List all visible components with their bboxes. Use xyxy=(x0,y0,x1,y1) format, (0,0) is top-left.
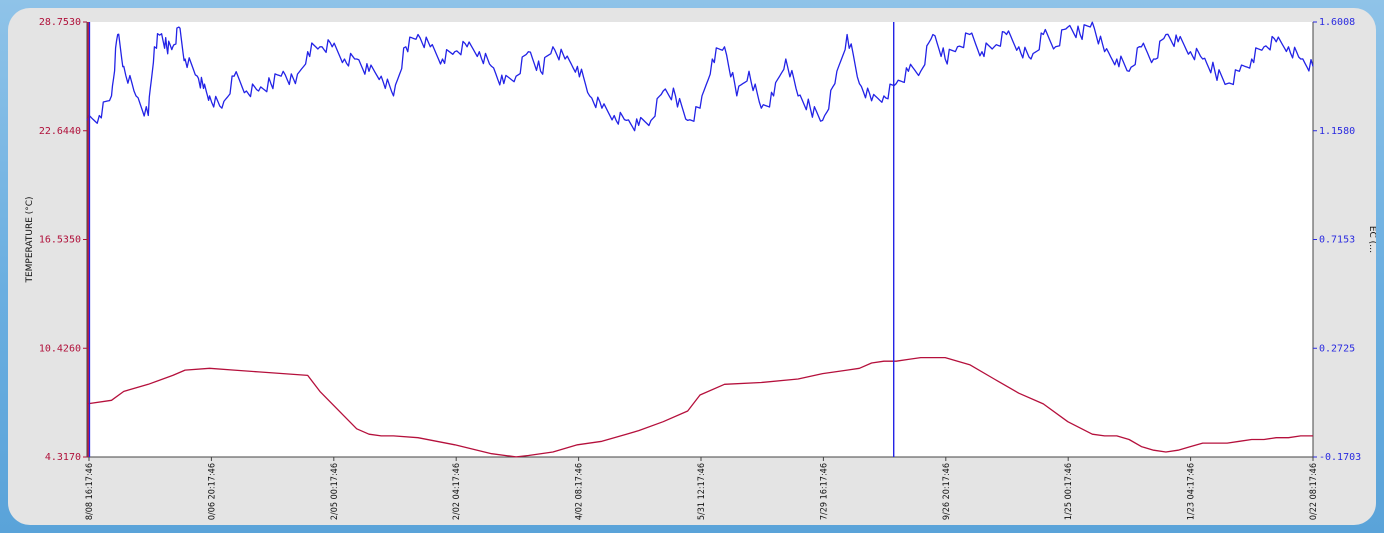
ec-series-line xyxy=(86,21,1314,132)
x-tick-label: 1/23 04:17:46 xyxy=(1187,463,1197,520)
left-axis-title: TEMPERATURE (°C) xyxy=(25,196,35,283)
left-tick-label: 10.4260 xyxy=(39,343,81,354)
left-tick-label: 22.6440 xyxy=(39,126,81,137)
x-tick-label: 4/02 08:17:46 xyxy=(575,463,585,520)
right-tick-label: 0.7153 xyxy=(1319,235,1355,246)
x-tick-label: 0/06 20:17:46 xyxy=(207,463,217,520)
left-tick-label: 28.7530 xyxy=(39,17,81,28)
dual-axis-line-chart: 28.7530 22.6440 16.5350 10.4260 4.3170 1.6008… xyxy=(25,17,1376,520)
x-tick-label: 0/22 08:17:46 xyxy=(1309,463,1319,520)
x-tick-label: 9/26 20:17:46 xyxy=(942,463,952,520)
right-axis-title: EC (… xyxy=(1367,226,1376,253)
right-tick-label: 1.6008 xyxy=(1319,17,1355,28)
temperature-series-line xyxy=(86,356,1313,458)
right-tick-label: 0.2725 xyxy=(1319,343,1355,354)
left-tick-label: 16.5350 xyxy=(39,235,81,246)
left-tick-label: 4.3170 xyxy=(45,452,81,463)
x-tick-label: 7/29 16:17:46 xyxy=(819,463,829,520)
chart-panel: 28.7530 22.6440 16.5350 10.4260 4.3170 1.6008… xyxy=(8,8,1376,525)
x-tick-label: 2/02 04:17:46 xyxy=(452,463,462,520)
right-tick-label: -0.1703 xyxy=(1319,452,1361,463)
x-tick-label: 1/25 00:17:46 xyxy=(1064,463,1074,520)
right-tick-label: 1.1580 xyxy=(1319,126,1355,137)
plot-area xyxy=(87,22,1313,457)
x-tick-label: 8/08 16:17:46 xyxy=(85,463,95,520)
x-tick-label: 5/31 12:17:46 xyxy=(697,463,707,520)
x-tick-label: 2/05 00:17:46 xyxy=(330,463,340,520)
